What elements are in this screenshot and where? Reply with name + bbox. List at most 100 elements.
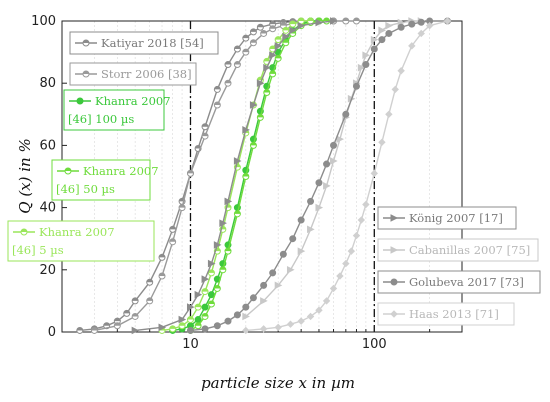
data-point-fill: [214, 101, 221, 105]
data-point: [207, 259, 216, 268]
series-3: [186, 17, 331, 334]
data-point: [158, 272, 166, 280]
data-point: [357, 63, 366, 72]
data-point: [378, 138, 386, 146]
data-point: [362, 200, 370, 209]
y-tick-label: 100: [31, 14, 56, 29]
data-point: [201, 303, 209, 311]
data-point: [315, 179, 323, 187]
data-point: [417, 18, 425, 26]
data-point-fill: [202, 123, 209, 127]
data-point: [186, 169, 194, 177]
y-axis-label: Q (x) in %: [16, 138, 34, 213]
legend-label-cont: [46] 50 µs: [56, 182, 115, 196]
data-point-fill: [179, 322, 186, 326]
data-point: [260, 29, 268, 37]
data-point-fill: [169, 238, 176, 242]
legend-entry-7: Golubeva 2017 [73]: [377, 270, 541, 294]
data-point: [224, 197, 233, 206]
legend-box: [377, 206, 517, 230]
data-point: [307, 225, 315, 234]
data-point: [178, 315, 187, 324]
data-point: [378, 36, 386, 44]
data-point: [113, 322, 121, 330]
data-point-fill: [280, 22, 287, 26]
legend-label-cont: [46] 100 µs: [68, 112, 134, 126]
data-point: [213, 284, 221, 292]
data-point: [306, 312, 315, 321]
data-point: [315, 306, 323, 314]
legend-entry-4: Khanra 2007 [46] 5 µs: [7, 220, 155, 262]
data-point-fill: [250, 142, 257, 146]
data-point: [274, 54, 282, 62]
data-point: [178, 204, 186, 212]
data-point: [397, 67, 405, 75]
legend-label: Khanra 2007: [39, 225, 115, 239]
data-point: [330, 17, 338, 25]
legend-label: Storr 2006 [38]: [101, 67, 192, 81]
legend-label: Khanra 2007: [83, 164, 159, 178]
data-point: [260, 281, 268, 289]
data-point: [224, 79, 232, 87]
legend-label: Khanra 2007: [95, 94, 171, 108]
data-point: [224, 317, 232, 325]
data-point-fill: [114, 318, 121, 322]
data-point-fill: [234, 61, 241, 65]
data-point: [297, 317, 305, 325]
data-point-fill: [195, 145, 202, 149]
data-point: [315, 18, 324, 27]
series-line: [190, 20, 327, 332]
data-point: [286, 320, 295, 328]
data-point: [282, 39, 290, 47]
data-point: [408, 42, 416, 50]
data-point: [289, 235, 297, 243]
legend: Katiyar 2018 [54] Storr 2006 [38] Khanra 2…: [7, 31, 541, 326]
legend-entry-8: Haas 2013 [71]: [377, 302, 515, 326]
data-point: [194, 290, 203, 299]
data-point: [207, 300, 215, 308]
data-point-fill: [65, 168, 71, 171]
data-point-fill: [242, 173, 249, 177]
data-point: [397, 23, 405, 31]
legend-box: [377, 270, 541, 294]
data-point-fill: [195, 322, 202, 326]
data-point: [297, 21, 306, 30]
y-tick-label: 80: [39, 76, 56, 91]
data-point: [90, 326, 98, 334]
data-point: [352, 17, 360, 25]
data-point: [219, 219, 227, 227]
data-point: [213, 85, 221, 93]
data-point: [242, 126, 250, 134]
data-point: [256, 23, 264, 31]
data-point-fill: [169, 226, 176, 230]
data-point: [274, 323, 282, 332]
data-point: [249, 141, 257, 149]
data-point: [307, 17, 315, 25]
data-point: [249, 28, 257, 36]
data-point: [213, 101, 221, 109]
data-point: [329, 284, 338, 293]
data-point-fill: [242, 35, 249, 39]
data-point: [242, 48, 250, 56]
x-tick-label: 100: [362, 337, 387, 352]
data-point: [249, 39, 257, 47]
data-point-fill: [234, 45, 241, 49]
data-point-fill: [91, 327, 98, 331]
data-point: [282, 26, 290, 34]
data-point-fill: [208, 301, 215, 305]
legend-box: [7, 220, 155, 262]
data-point: [323, 182, 331, 190]
data-point: [249, 294, 257, 302]
data-point: [233, 61, 241, 69]
data-point-fill: [269, 70, 276, 74]
data-point: [82, 39, 90, 47]
data-point: [242, 173, 250, 180]
data-point-fill: [298, 18, 305, 21]
data-point: [259, 325, 268, 333]
data-point: [274, 281, 283, 290]
data-point: [390, 278, 398, 286]
x-axis-label: particle size x in µm: [201, 374, 355, 392]
legend-box: [51, 159, 151, 201]
data-point: [242, 303, 250, 311]
